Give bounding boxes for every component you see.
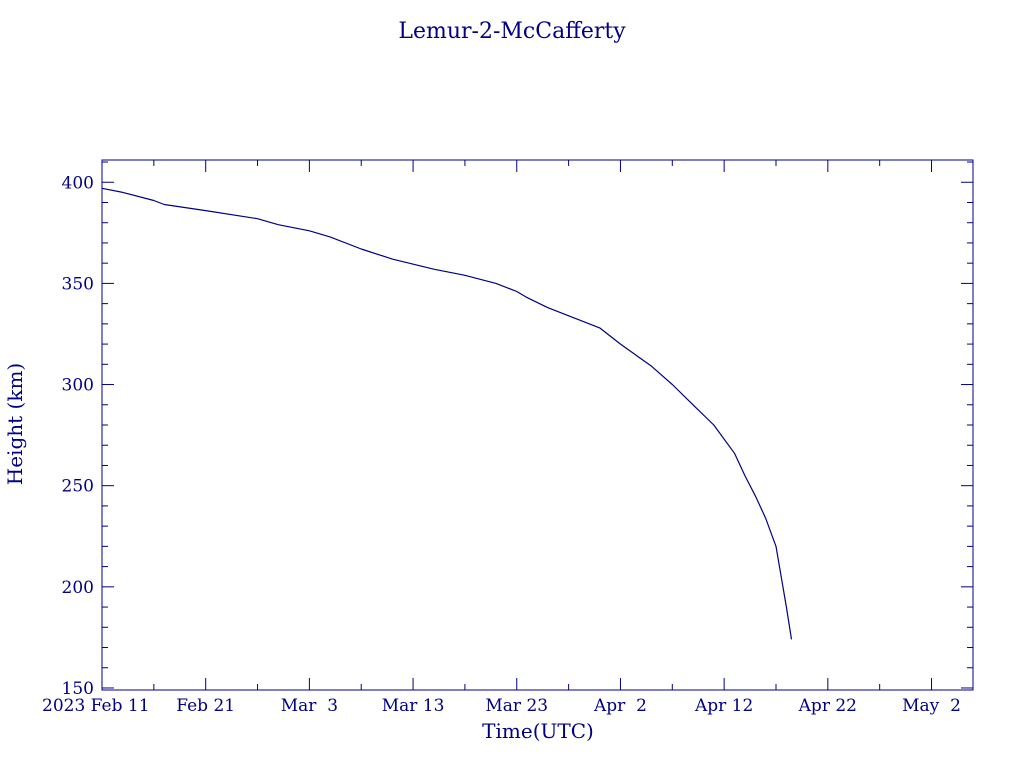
y-tick-label: 200 (62, 578, 94, 598)
x-axis-label: Time(UTC) (482, 719, 594, 743)
x-tick-label: Mar 13 (382, 696, 445, 716)
x-tick-label: Feb 21 (176, 696, 235, 716)
y-tick-label: 250 (62, 477, 94, 497)
y-tick-labels: 150 200 250 300 350 400 (62, 173, 94, 699)
x-tick-labels: 2023 Feb 11 Feb 21 Mar 3 Mar 13 Mar 23 Apr 2 A… (42, 696, 961, 716)
y-tick-label: 400 (62, 173, 94, 193)
x-tick-label: Apr 12 (694, 696, 753, 716)
x-tick-label: Apr 2 (593, 696, 647, 716)
y-axis-label: Height (km) (3, 363, 27, 485)
y-tick-label: 300 (62, 376, 94, 396)
major-ticks (101, 160, 973, 690)
series-layer (101, 187, 793, 640)
y-tick-label: 350 (62, 274, 94, 294)
x-tick-label: Apr 22 (798, 696, 857, 716)
x-tick-label: Mar 23 (485, 696, 548, 716)
x-tick-label: Mar 3 (281, 696, 338, 716)
minor-ticks (102, 160, 973, 690)
x-tick-label: 2023 Feb 11 (42, 696, 150, 716)
x-tick-label: May 2 (902, 696, 961, 716)
y-tick-label: 150 (62, 679, 94, 699)
chart-title: Lemur-2-McCafferty (398, 19, 626, 44)
height-series-line (101, 187, 793, 640)
